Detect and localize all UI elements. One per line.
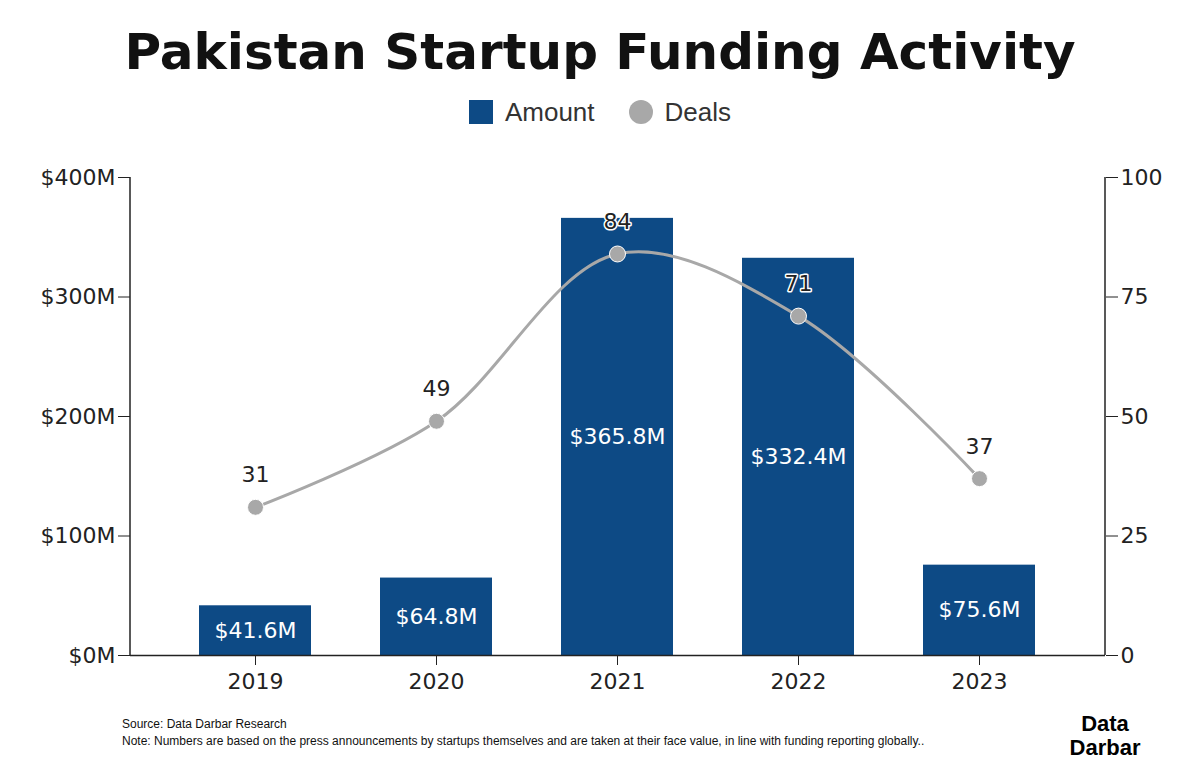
svg-text:2023: 2023	[952, 669, 1008, 694]
svg-text:$332.4M: $332.4M	[751, 444, 847, 469]
svg-text:25: 25	[1121, 523, 1149, 548]
html-text:Pakistan Startup Funding Activ: Pakistan Startup Funding Activity	[124, 23, 1076, 81]
svg-text:$200M: $200M	[41, 404, 116, 429]
svg-text:$75.6M: $75.6M	[939, 597, 1021, 622]
html-text:Source: Data Darbar Research: Source: Data Darbar Research	[122, 717, 287, 731]
svg-text:$41.6M: $41.6M	[215, 618, 297, 643]
svg-text:31: 31	[242, 462, 270, 487]
svg-text:37: 37	[966, 434, 994, 459]
svg-text:84: 84	[604, 209, 632, 234]
svg-text:$0M: $0M	[69, 643, 116, 668]
svg-text:2020: 2020	[409, 669, 465, 694]
svg-text:0: 0	[1121, 643, 1135, 668]
svg-text:2022: 2022	[771, 669, 827, 694]
html-text:Note: Numbers are based on the: Note: Numbers are based on the press ann…	[122, 734, 925, 748]
svg-text:2019: 2019	[228, 669, 284, 694]
svg-text:$365.8M: $365.8M	[570, 424, 666, 449]
svg-text:$300M: $300M	[41, 284, 116, 309]
html-text:Data Darbar: Data Darbar	[1069, 711, 1141, 760]
svg-text:2021: 2021	[590, 669, 646, 694]
html-text:Amount: Amount	[505, 96, 595, 127]
svg-text:50: 50	[1121, 404, 1149, 429]
svg-text:71: 71	[785, 271, 813, 296]
svg-text:75: 75	[1121, 284, 1149, 309]
svg-text:100: 100	[1121, 165, 1163, 190]
svg-text:49: 49	[423, 376, 451, 401]
svg-text:$64.8M: $64.8M	[396, 604, 478, 629]
svg-text:$100M: $100M	[41, 523, 116, 548]
html-text:Deals: Deals	[664, 96, 731, 127]
svg-text:$400M: $400M	[41, 165, 116, 190]
